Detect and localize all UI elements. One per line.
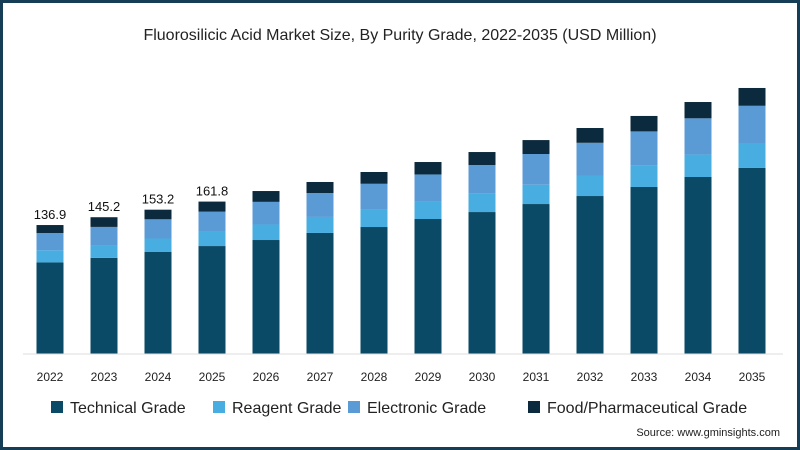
bar-segment-reagent-grade-2029: [414, 201, 442, 220]
x-tick-label: 2023: [91, 370, 118, 384]
bar-segment-reagent-grade-2032: [576, 175, 604, 197]
bar-segment-reagent-grade-2026: [252, 224, 280, 241]
x-tick-label: 2035: [739, 370, 766, 384]
bar-segment-reagent-grade-2028: [360, 209, 388, 228]
legend-swatch: [528, 401, 540, 413]
x-tick-label: 2026: [253, 370, 280, 384]
bar-segment-food-pharmaceutical-grade-2025: [198, 201, 226, 212]
bar-segment-electronic-grade-2026: [252, 201, 280, 225]
stacked-bar-chart: Fluorosilicic Acid Market Size, By Purit…: [23, 27, 783, 439]
bar-segment-food-pharmaceutical-grade-2028: [360, 172, 388, 184]
bar-segment-technical-grade-2028: [360, 227, 388, 354]
legend-swatch: [51, 401, 63, 413]
bar-segment-technical-grade-2035: [738, 167, 766, 354]
bar-segment-reagent-grade-2034: [684, 154, 712, 177]
bar-segment-food-pharmaceutical-grade-2026: [252, 191, 280, 202]
bar-segment-electronic-grade-2030: [468, 165, 496, 194]
legend-label: Reagent Grade: [232, 400, 342, 417]
bar-segment-food-pharmaceutical-grade-2032: [576, 128, 604, 143]
bar-segment-technical-grade-2023: [90, 257, 118, 354]
bar-segment-electronic-grade-2025: [198, 211, 226, 232]
bar-segment-technical-grade-2027: [306, 232, 334, 354]
bar-segment-reagent-grade-2033: [630, 165, 658, 187]
bar-segment-food-pharmaceutical-grade-2027: [306, 181, 334, 194]
total-label: 153.2: [142, 192, 175, 207]
bar-segment-reagent-grade-2023: [90, 245, 118, 258]
x-tick-label: 2031: [523, 370, 550, 384]
bar-segment-reagent-grade-2030: [468, 193, 496, 213]
bar-segment-reagent-grade-2024: [144, 238, 172, 252]
legend-swatch: [348, 401, 360, 413]
total-label: 136.9: [34, 207, 67, 222]
bar-segment-reagent-grade-2035: [738, 143, 766, 168]
bar-segment-electronic-grade-2022: [36, 233, 64, 251]
chart-title: Fluorosilicic Acid Market Size, By Purit…: [143, 27, 656, 44]
x-tick-label: 2030: [469, 370, 496, 384]
bar-segment-electronic-grade-2027: [306, 193, 334, 217]
bar-segment-technical-grade-2033: [630, 186, 658, 354]
x-tick-label: 2024: [145, 370, 172, 384]
x-tick-label: 2028: [361, 370, 388, 384]
bar-segment-technical-grade-2032: [576, 196, 604, 354]
bar-segment-food-pharmaceutical-grade-2024: [144, 209, 172, 220]
bar-segment-electronic-grade-2035: [738, 105, 766, 144]
total-label: 145.2: [88, 199, 121, 214]
x-tick-label: 2027: [307, 370, 334, 384]
bar-segment-food-pharmaceutical-grade-2033: [630, 115, 658, 132]
bar-segment-technical-grade-2022: [36, 262, 64, 354]
data-labels: 136.9 145.2 153.2 161.8: [34, 184, 229, 222]
bar-segment-technical-grade-2031: [522, 204, 550, 354]
bar-segment-electronic-grade-2024: [144, 219, 172, 239]
bar-segment-food-pharmaceutical-grade-2034: [684, 102, 712, 119]
bar-segment-electronic-grade-2028: [360, 183, 388, 210]
bar-segment-reagent-grade-2025: [198, 231, 226, 247]
bar-segment-electronic-grade-2032: [576, 142, 604, 176]
legend-label: Food/Pharmaceutical Grade: [547, 400, 747, 417]
bar-segment-electronic-grade-2034: [684, 118, 712, 155]
bar-segment-reagent-grade-2027: [306, 216, 334, 233]
bar-segment-food-pharmaceutical-grade-2029: [414, 162, 442, 175]
x-tick-label: 2034: [685, 370, 712, 384]
x-tick-label: 2032: [577, 370, 604, 384]
total-label: 161.8: [196, 184, 229, 199]
bar-segment-electronic-grade-2033: [630, 131, 658, 166]
bar-segment-electronic-grade-2023: [90, 226, 118, 246]
bar-segment-food-pharmaceutical-grade-2022: [36, 225, 64, 234]
legend-label: Technical Grade: [70, 400, 186, 417]
x-tick-label: 2022: [37, 370, 64, 384]
bar-segment-technical-grade-2029: [414, 219, 442, 354]
bar-segment-food-pharmaceutical-grade-2035: [738, 87, 766, 106]
bar-segment-food-pharmaceutical-grade-2030: [468, 152, 496, 166]
legend: Technical Grade Reagent Grade Electronic G…: [51, 400, 747, 417]
x-tick-label: 2025: [199, 370, 226, 384]
bar-segment-food-pharmaceutical-grade-2023: [90, 217, 118, 227]
bar-segment-technical-grade-2030: [468, 212, 496, 354]
x-tick-labels: 2022 2023 2024 2025 2026 2027 2028 2029 2030 2031…: [37, 370, 766, 384]
legend-swatch: [213, 401, 225, 413]
bar-segment-electronic-grade-2031: [522, 154, 550, 185]
bar-segment-reagent-grade-2031: [522, 184, 550, 205]
x-tick-label: 2033: [631, 370, 658, 384]
bar-segment-technical-grade-2034: [684, 176, 712, 354]
legend-label: Electronic Grade: [367, 400, 486, 417]
bar-segment-technical-grade-2024: [144, 251, 172, 354]
bar-segment-technical-grade-2025: [198, 246, 226, 354]
bar-segment-food-pharmaceutical-grade-2031: [522, 140, 550, 155]
x-tick-label: 2029: [415, 370, 442, 384]
source-note: Source: www.gminsights.com: [636, 427, 780, 439]
bar-segment-reagent-grade-2022: [36, 250, 64, 263]
bar-segment-technical-grade-2026: [252, 240, 280, 354]
bar-segment-electronic-grade-2029: [414, 174, 442, 202]
bars-group: [36, 87, 766, 354]
